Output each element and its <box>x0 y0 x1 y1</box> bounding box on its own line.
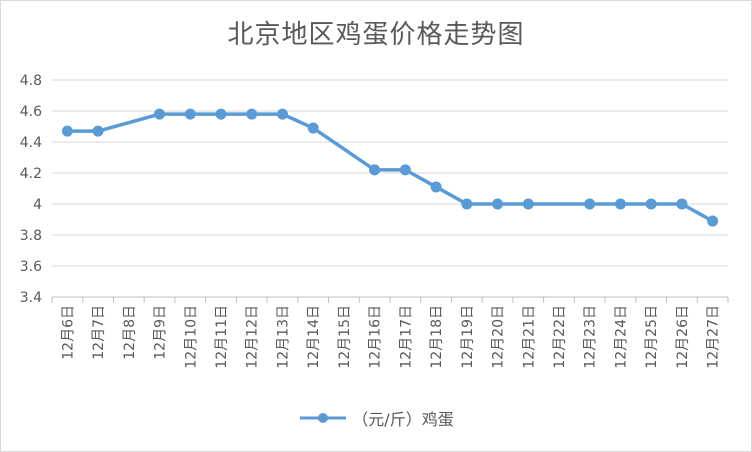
x-axis-ticks: 12月6日 12月7日 12月8日 12月9日 12月10日 12月11日 12月12日 12… <box>51 297 729 369</box>
x-tick-label: 12月25日 <box>644 305 660 369</box>
y-axis-ticks: 3.4 3.6 3.8 4 4.2 4.4 4.6 4.8 <box>20 73 42 306</box>
x-tick-label: 12月7日 <box>91 305 107 360</box>
data-point <box>614 198 626 210</box>
data-point <box>215 108 227 120</box>
x-tick-label: 12月18日 <box>429 305 445 369</box>
x-tick-label: 12月13日 <box>275 305 291 369</box>
x-tick-label: 12月11日 <box>214 305 230 369</box>
y-tick-label: 3.6 <box>20 259 42 275</box>
data-point <box>154 108 166 120</box>
y-tick-label: 3.4 <box>20 290 42 306</box>
y-tick-label: 4.8 <box>20 73 42 89</box>
chart-title: 北京地区鸡蛋价格走势图 <box>227 20 525 50</box>
x-tick-label: 12月15日 <box>337 305 353 369</box>
x-tick-label: 12月9日 <box>153 305 169 360</box>
legend: （元/斤）鸡蛋 <box>0 406 752 430</box>
y-tick-label: 4.4 <box>20 135 42 151</box>
x-tick-label: 12月21日 <box>521 305 537 369</box>
x-tick-label: 12月24日 <box>613 305 629 369</box>
data-point <box>399 164 411 176</box>
x-tick-label: 12月20日 <box>491 305 507 369</box>
data-point <box>461 198 473 210</box>
data-point <box>645 198 657 210</box>
data-point <box>92 125 104 137</box>
x-tick-label: 12月23日 <box>583 305 599 369</box>
data-point <box>61 125 73 137</box>
x-tick-label: 12月26日 <box>675 305 691 369</box>
data-point <box>184 108 196 120</box>
legend-label: （元/斤）鸡蛋 <box>352 410 454 429</box>
data-point <box>522 198 534 210</box>
data-point <box>276 108 288 120</box>
data-point <box>369 164 381 176</box>
y-tick-label: 3.8 <box>20 228 42 244</box>
x-tick-label: 12月16日 <box>368 305 384 369</box>
data-point <box>676 198 688 210</box>
x-tick-label: 12月8日 <box>122 305 138 360</box>
x-tick-label: 12月17日 <box>398 305 414 369</box>
y-tick-label: 4 <box>33 197 42 213</box>
x-tick-label: 12月22日 <box>552 305 568 369</box>
y-tick-label: 4.6 <box>20 104 42 120</box>
x-tick-label: 12月14日 <box>306 305 322 369</box>
x-tick-label: 12月19日 <box>460 305 476 369</box>
y-tick-label: 4.2 <box>20 166 42 182</box>
series-layer <box>61 108 719 227</box>
data-point <box>246 108 258 120</box>
legend-marker <box>300 413 347 423</box>
data-point <box>492 198 504 210</box>
x-tick-label: 12月10日 <box>183 305 199 369</box>
gridlines <box>52 79 728 298</box>
x-tick-label: 12月12日 <box>245 305 261 369</box>
data-point <box>430 181 442 193</box>
data-point <box>707 215 719 227</box>
data-point <box>584 198 596 210</box>
x-tick-label: 12月27日 <box>706 305 722 369</box>
x-tick-label: 12月6日 <box>60 305 76 360</box>
data-point <box>307 122 319 134</box>
